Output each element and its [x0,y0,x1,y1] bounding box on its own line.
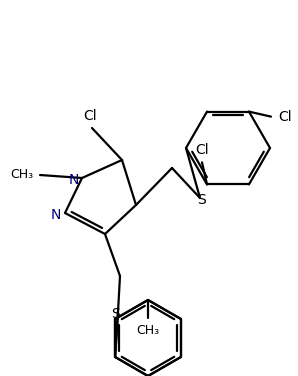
Text: S: S [111,307,119,321]
Text: S: S [197,193,205,207]
Text: CH₃: CH₃ [136,323,159,337]
Text: Cl: Cl [83,109,97,123]
Text: CH₃: CH₃ [10,168,34,182]
Text: N: N [69,173,79,187]
Text: N: N [51,208,61,222]
Text: Cl: Cl [278,110,292,124]
Text: Cl: Cl [195,143,209,158]
